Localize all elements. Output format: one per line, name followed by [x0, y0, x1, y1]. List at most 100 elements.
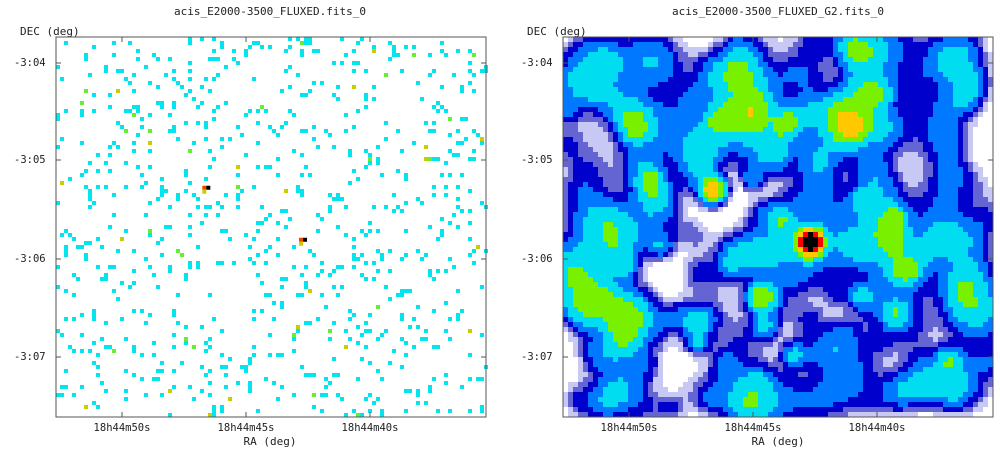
pixel	[698, 62, 703, 67]
pixel	[376, 145, 380, 149]
pixel	[673, 102, 678, 107]
pixel	[908, 157, 913, 162]
pixel	[838, 177, 843, 182]
pixel	[284, 225, 288, 229]
pixel	[328, 205, 332, 209]
pixel	[798, 177, 803, 182]
pixel	[643, 92, 648, 97]
pixel	[823, 247, 828, 252]
pixel	[738, 252, 743, 257]
pixel	[903, 92, 908, 97]
pixel	[92, 109, 96, 113]
pixel	[798, 102, 803, 107]
pixel	[783, 157, 788, 162]
pixel	[983, 92, 988, 97]
pixel	[440, 49, 444, 53]
pixel	[304, 285, 308, 289]
pixel	[933, 262, 938, 267]
pixel	[120, 281, 124, 285]
pixel	[683, 112, 688, 117]
pixel	[124, 229, 128, 233]
pixel	[693, 237, 698, 242]
pixel	[678, 152, 683, 157]
pixel	[898, 37, 903, 42]
pixel	[918, 152, 923, 157]
pixel	[578, 132, 583, 137]
plot-area	[56, 37, 486, 417]
pixel	[468, 409, 472, 413]
pixel	[578, 87, 583, 92]
pixel	[983, 67, 988, 72]
pixel	[76, 245, 80, 249]
pixel	[853, 247, 858, 252]
pixel	[573, 202, 578, 207]
pixel	[678, 117, 683, 122]
pixel	[918, 257, 923, 262]
pixel	[763, 107, 768, 112]
pixel	[472, 249, 476, 253]
pixel	[813, 137, 818, 142]
pixel	[708, 192, 713, 197]
pixel	[943, 72, 948, 77]
pixel	[748, 237, 753, 242]
pixel	[798, 82, 803, 87]
pixel	[753, 227, 758, 232]
pixel	[828, 277, 833, 282]
pixel	[853, 147, 858, 152]
pixel	[893, 82, 898, 87]
pixel	[823, 162, 828, 167]
pixel	[953, 262, 958, 267]
pixel	[588, 232, 593, 237]
pixel	[853, 277, 858, 282]
pixel	[903, 222, 908, 227]
pixel	[563, 267, 568, 272]
pixel	[208, 413, 212, 417]
pixel	[808, 102, 813, 107]
pixel	[958, 112, 963, 117]
pixel	[356, 257, 360, 261]
pixel	[80, 101, 84, 105]
pixel	[728, 122, 733, 127]
pixel	[778, 87, 783, 92]
pixel	[853, 232, 858, 237]
pixel	[738, 42, 743, 47]
pixel	[793, 142, 798, 147]
pixel	[304, 41, 308, 45]
pixel	[448, 317, 452, 321]
pixel	[608, 172, 613, 177]
pixel	[328, 133, 332, 137]
pixel	[408, 389, 412, 393]
pixel	[603, 197, 608, 202]
pixel	[883, 42, 888, 47]
pixel	[673, 212, 678, 217]
pixel	[688, 137, 693, 142]
pixel	[878, 77, 883, 82]
pixel	[356, 109, 360, 113]
pixel	[608, 152, 613, 157]
pixel	[883, 162, 888, 167]
pixel	[853, 152, 858, 157]
pixel	[653, 177, 658, 182]
pixel	[336, 85, 340, 89]
pixel	[738, 262, 743, 267]
pixel	[658, 257, 663, 262]
pixel	[913, 77, 918, 82]
pixel	[683, 57, 688, 62]
pixel	[728, 52, 733, 57]
pixel	[172, 125, 176, 129]
pixel	[212, 409, 216, 413]
pixel	[332, 373, 336, 377]
pixel	[628, 127, 633, 132]
pixel	[638, 207, 643, 212]
pixel	[618, 272, 623, 277]
pixel	[603, 222, 608, 227]
pixel	[768, 212, 773, 217]
pixel	[788, 122, 793, 127]
pixel	[838, 197, 843, 202]
pixel	[878, 212, 883, 217]
pixel	[783, 92, 788, 97]
pixel	[943, 132, 948, 137]
pixel	[863, 247, 868, 252]
pixel	[788, 197, 793, 202]
pixel	[648, 207, 653, 212]
